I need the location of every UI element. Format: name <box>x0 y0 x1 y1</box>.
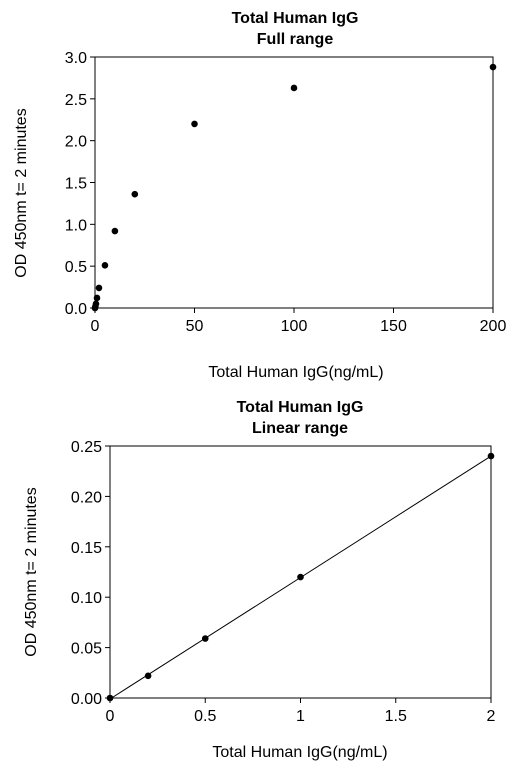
chart1-y-ticks: 0.0 0.5 1.0 1.5 2.0 2.5 3.0 <box>65 50 95 318</box>
c1-data-point <box>95 284 103 292</box>
c1-x-tick-label: 100 <box>281 318 308 335</box>
chart1-title: Total Human IgG <box>232 10 359 27</box>
c2-x-tick-label: 2 <box>487 708 496 725</box>
c1-data-point <box>489 63 497 71</box>
chart2-x-axis-label: Total Human IgG(ng/mL) <box>212 744 387 761</box>
c2-y-tick-label: 0.05 <box>71 641 102 658</box>
c2-data-point <box>297 573 304 581</box>
c2-y-tick-label: 0.00 <box>71 691 102 708</box>
c1-y-tick-label: 0.0 <box>65 301 87 318</box>
chart2-plot-area <box>109 445 492 699</box>
c2-x-tick-label: 1.5 <box>385 708 407 725</box>
c1-data-point <box>191 120 198 128</box>
chart1-y-axis-label: OD 450nm t= 2 minutes <box>13 108 30 277</box>
c1-y-tick-label: 0.5 <box>65 259 87 276</box>
c1-x-tick-label: 50 <box>186 318 204 335</box>
c1-y-tick-label: 2.0 <box>65 134 87 151</box>
chart1-x-ticks: 0 50 100 150 200 <box>91 308 507 335</box>
chart2-x-ticks: 0 0.5 1 1.5 2 <box>106 698 496 725</box>
c2-y-tick-label: 0.20 <box>71 489 102 506</box>
c2-data-point <box>201 635 209 642</box>
c1-data-point <box>131 190 139 198</box>
c1-data-point <box>290 84 298 92</box>
c1-y-tick-label: 1.5 <box>65 176 87 193</box>
c2-data-point <box>106 694 114 702</box>
c2-x-tick-label: 1 <box>296 708 305 725</box>
c2-x-tick-label: 0 <box>106 708 115 725</box>
c2-data-point <box>144 672 152 680</box>
c1-x-tick-label: 200 <box>480 318 507 335</box>
chart2-y-ticks: 0.00 0.05 0.10 0.15 0.20 0.25 <box>71 439 110 708</box>
c1-data-point <box>93 294 101 302</box>
chart2-y-axis-label: OD 450nm t= 2 minutes <box>23 487 40 656</box>
chart-full-range: Total Human IgG Full range 0.0 0.5 1.0 1.5 2… <box>13 10 506 381</box>
chart1-subtitle: Full range <box>257 31 334 48</box>
chart1-points <box>91 63 497 312</box>
c1-y-tick-label: 1.0 <box>65 217 87 234</box>
c1-x-tick-label: 0 <box>91 318 100 335</box>
c2-y-tick-label: 0.10 <box>71 590 102 607</box>
c1-y-tick-label: 3.0 <box>65 50 87 67</box>
c2-y-tick-label: 0.15 <box>71 540 102 557</box>
chart1-x-axis-label: Total Human IgG(ng/mL) <box>208 364 383 381</box>
c1-data-point <box>111 227 119 235</box>
chart-linear-range: Total Human IgG Linear range 0.00 0.05 0.1… <box>23 399 496 761</box>
chart2-title: Total Human IgG <box>237 399 364 416</box>
c1-x-tick-label: 150 <box>380 318 407 335</box>
chart1-plot-area <box>94 56 494 309</box>
c1-data-point <box>101 262 109 269</box>
chart2-subtitle: Linear range <box>252 420 348 437</box>
chart2-points <box>106 452 495 702</box>
c2-y-tick-label: 0.25 <box>71 439 102 456</box>
c1-data-point <box>92 300 100 308</box>
c2-data-point <box>487 452 495 460</box>
c2-x-tick-label: 0.5 <box>194 708 216 725</box>
c1-y-tick-label: 2.5 <box>65 92 87 109</box>
